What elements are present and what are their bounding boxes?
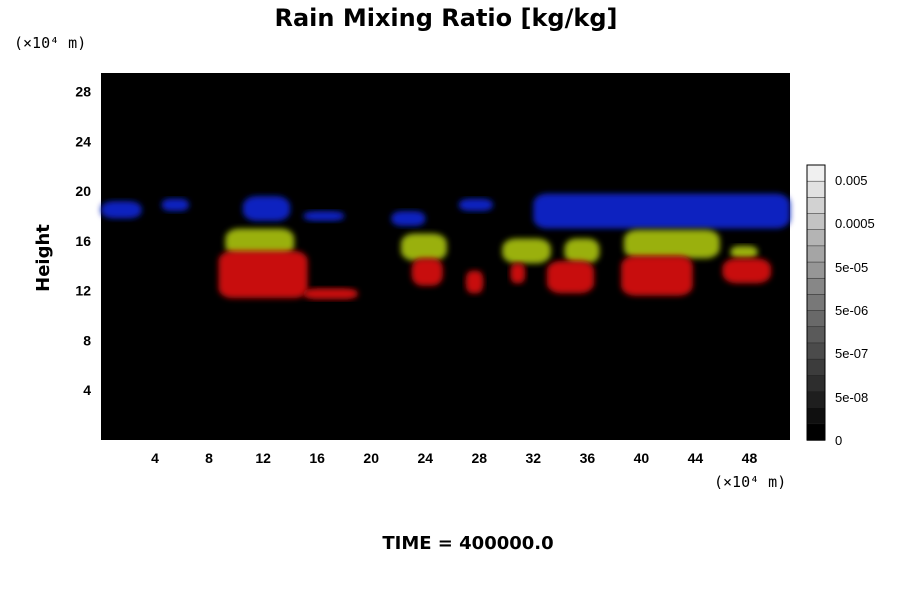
precip-region	[225, 228, 295, 256]
precip-region	[218, 250, 308, 299]
colorbar-label: 5e-08	[835, 390, 868, 405]
precip-region	[411, 258, 443, 286]
y-axis-label: Height	[33, 224, 54, 292]
x-tick-label: 40	[634, 450, 650, 466]
y-tick-label: 20	[75, 183, 91, 199]
colorbar-swatch	[806, 375, 826, 393]
colorbar-label: 0	[835, 433, 842, 448]
x-tick-label: 48	[742, 450, 758, 466]
y-tick-label: 16	[75, 233, 91, 249]
time-label: TIME = 400000.0	[382, 533, 553, 554]
precip-region	[465, 270, 484, 294]
x-tick-label: 28	[471, 450, 487, 466]
colorbar-swatch	[806, 310, 826, 328]
precip-region	[621, 255, 693, 296]
colorbar-swatch	[806, 294, 826, 312]
precip-region	[533, 193, 790, 229]
precip-region	[502, 238, 551, 264]
y-axis-ticks: 4 8 12 16 20 24 28	[75, 84, 91, 399]
colorbar-swatch	[806, 229, 826, 247]
x-tick-label: 32	[526, 450, 542, 466]
colorbar-label: 5e-07	[835, 346, 868, 361]
precip-region	[101, 201, 142, 219]
colorbar-frame	[806, 164, 826, 441]
y-tick-label: 8	[83, 332, 91, 348]
chart-title: Rain Mixing Ratio [kg/kg]	[275, 4, 618, 32]
colorbar-label: 5e-06	[835, 303, 868, 318]
colorbar-labels: 0.005 0.0005 5e-05 5e-06 5e-07 5e-08 0	[835, 173, 875, 448]
y-axis-unit: (×10⁴ m)	[14, 34, 86, 52]
colorbar-label: 0.0005	[835, 216, 875, 231]
colorbar-label: 5e-05	[835, 260, 868, 275]
colorbar-swatch	[806, 197, 826, 215]
x-axis-unit: (×10⁴ m)	[714, 473, 786, 491]
colorbar-swatch	[806, 407, 826, 425]
colorbar-swatch	[806, 213, 826, 231]
precip-region	[623, 229, 720, 259]
x-tick-label: 4	[151, 450, 159, 466]
y-tick-label: 28	[75, 84, 91, 100]
colorbar-swatch	[806, 180, 826, 199]
colorbar-swatch	[806, 326, 826, 344]
precipitation-field	[101, 193, 790, 300]
y-tick-label: 12	[75, 283, 91, 299]
x-tick-label: 20	[363, 450, 379, 466]
colorbar-swatch	[806, 277, 826, 296]
precip-region	[303, 211, 345, 222]
colorbar-swatch	[806, 164, 826, 182]
precip-region	[546, 260, 595, 294]
y-tick-label: 4	[83, 382, 91, 398]
y-tick-label: 24	[75, 133, 91, 149]
precip-region	[459, 198, 493, 212]
colorbar-swatch	[806, 391, 826, 409]
x-axis-ticks: 4 8 12 16 20 24 28 32 36 40 44 48	[151, 450, 757, 466]
colorbar: 0.005 0.0005 5e-05 5e-06 5e-07 5e-08 0	[806, 164, 875, 448]
x-tick-label: 12	[255, 450, 271, 466]
x-tick-label: 8	[205, 450, 213, 466]
colorbar-swatch	[806, 342, 826, 360]
colorbar-swatch	[806, 423, 826, 441]
precip-region	[400, 233, 447, 261]
x-tick-label: 16	[309, 450, 325, 466]
x-tick-label: 24	[417, 450, 433, 466]
precip-region	[303, 288, 358, 300]
colorbar-swatch	[806, 261, 826, 279]
colorbar-swatch	[806, 245, 826, 263]
colorbar-swatches	[806, 164, 826, 441]
precip-region	[564, 238, 600, 264]
precip-region	[510, 263, 526, 284]
precip-region	[391, 211, 426, 227]
colorbar-label: 0.005	[835, 173, 868, 188]
precip-region	[730, 245, 758, 259]
precip-region	[161, 198, 189, 212]
colorbar-swatch	[806, 358, 826, 377]
x-tick-label: 36	[580, 450, 596, 466]
x-tick-label: 44	[688, 450, 704, 466]
precip-region	[722, 258, 772, 284]
precip-region	[242, 196, 291, 222]
